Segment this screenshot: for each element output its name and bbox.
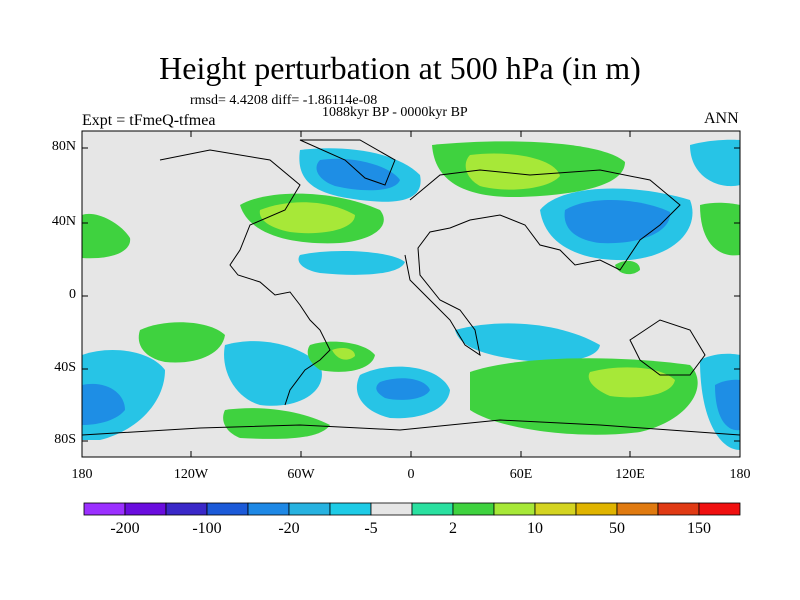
field-easia-low-inner [564,200,671,244]
field-npac-west [82,213,131,259]
field-small-high [615,260,640,275]
lon-tick-label: 60W [287,467,315,482]
colorbar-label: 10 [527,520,543,537]
colorbar-label: -5 [364,520,378,537]
lat-tick-label: 0 [69,287,76,302]
coastlines [82,139,740,436]
field-spac-high [138,322,225,363]
field-sam-high-inner [332,348,355,360]
field-sind-low-inner [376,378,430,400]
field-south-indian-high-inner [588,367,675,398]
colorbar-label: -100 [192,520,222,537]
lat-tick-label: 80N [51,139,76,154]
lon-tick-label: 120W [173,467,209,482]
stats-text: rmsd= 4.4208 diff= -1.86114e-08 [190,93,378,108]
coast-greenland [299,139,396,186]
season-label: ANN [704,110,739,127]
field-subtropic-low [298,250,405,275]
lon-tick-label: 180 [71,467,93,482]
lat-tick-label: 40S [54,360,76,375]
lon-tick-label: 180 [729,467,751,482]
plot-title: Height perturbation at 500 hPa (in m) [159,50,641,86]
field-npac-high-inner [259,202,355,234]
colorbar-label: 50 [609,520,625,537]
coast-antarctica [82,419,740,436]
lat-tick-label: 40N [51,214,76,229]
coast-australia [629,319,706,376]
field-eurasia-high-inner [465,153,560,190]
period-text: 1088kyr BP - 0000kyr BP [322,105,468,120]
experiment-label: Expt = tFmeQ-tfmea [82,112,216,129]
field-satl-low-outer [224,341,322,406]
field-spac-east-low-inner [715,379,740,431]
field-indian-low [455,323,600,362]
lon-tick-label: 60E [509,467,533,482]
colorbar-label: -20 [278,520,300,537]
lon-tick-label: 120E [615,467,645,482]
field-far-east-low [690,139,740,187]
field-spac-low-inner [82,383,125,425]
colorbar-label: -200 [110,520,140,537]
field-south-indian-high [470,358,698,435]
lon-tick-label: 0 [407,467,415,482]
field-antarctic-high [223,408,330,439]
field-natl-low-inner [316,158,400,191]
lat-tick-label: 80S [54,432,76,447]
coast-americas [159,149,331,406]
coast-eurasia-africa [404,169,681,357]
colorbar-label: 2 [449,520,457,537]
contour-fields [82,139,740,450]
colorbar-label: 150 [687,520,711,537]
axis-ticks [81,131,741,457]
field-npac-east-high [700,202,740,256]
